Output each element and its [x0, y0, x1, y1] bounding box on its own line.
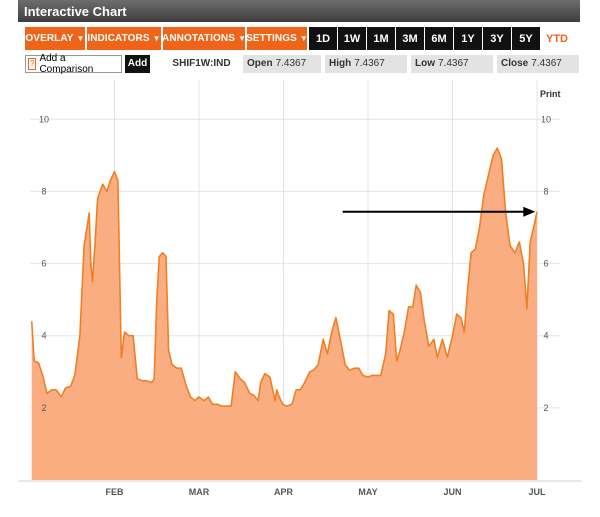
caret-down-icon: ▼ — [152, 34, 161, 43]
y-tick-label-left: 8 — [41, 186, 46, 196]
high-value: 7.4367 — [354, 58, 385, 69]
window-title: Interactive Chart — [18, 0, 580, 22]
y-tick-label-right: 6 — [543, 259, 548, 269]
help-icon[interactable]: ? — [28, 57, 37, 70]
add-comparison-label: Add a Comparison — [39, 52, 94, 75]
caret-down-icon: ▼ — [299, 34, 308, 43]
price-area — [31, 148, 537, 480]
quote-infobar: ? Add a Comparison Add SHIF1W:IND Open 7… — [25, 52, 580, 75]
caret-down-icon: ▼ — [76, 34, 85, 43]
open-label: Open — [247, 58, 273, 69]
annotations-menu-label: ANNOTATIONS — [162, 33, 235, 44]
indicators-menu-button[interactable]: INDICATORS ▼ — [87, 27, 161, 50]
x-tick-label: JUN — [443, 487, 461, 497]
range-1d-button[interactable]: 1D — [309, 27, 337, 50]
range-3y-button[interactable]: 3Y — [483, 27, 511, 50]
low-value: 7.4367 — [438, 58, 469, 69]
close-label: Close — [501, 58, 529, 69]
range-3m-button[interactable]: 3M — [396, 27, 424, 50]
low-stat: Low 7.4367 — [411, 54, 493, 73]
overlay-menu-button[interactable]: OVERLAY ▼ — [25, 27, 85, 50]
y-tick-label-right: 2 — [543, 403, 548, 413]
y-tick-label-left: 2 — [41, 403, 46, 413]
low-label: Low — [415, 58, 435, 69]
x-tick-label: MAY — [358, 487, 377, 497]
settings-menu-button[interactable]: SETTINGS ▼ — [246, 27, 308, 50]
range-5y-button[interactable]: 5Y — [512, 27, 540, 50]
range-1w-button[interactable]: 1W — [338, 27, 366, 50]
print-link[interactable]: Print — [540, 89, 561, 99]
open-stat: Open 7.4367 — [243, 54, 321, 73]
indicators-menu-label: INDICATORS — [87, 33, 150, 44]
close-value: 7.4367 — [531, 58, 562, 69]
overlay-menu-label: OVERLAY — [25, 33, 74, 44]
ticker-symbol: SHIF1W:IND — [172, 58, 231, 69]
y-tick-label-left: 6 — [41, 259, 46, 269]
price-line — [30, 147, 538, 407]
caret-down-icon: ▼ — [237, 34, 246, 43]
annotations-menu-button[interactable]: ANNOTATIONS ▼ — [162, 27, 246, 50]
y-tick-label-right: 8 — [543, 186, 548, 196]
price-chart[interactable]: 2 2 4 4 6 6 8 8 10 10 FEB MAR APR MAY JUN JUL — [0, 76, 600, 517]
y-tick-label-left: 10 — [39, 114, 49, 124]
range-1y-button[interactable]: 1Y — [454, 27, 482, 50]
x-tick-label: FEB — [106, 487, 125, 497]
add-comparison-button[interactable]: Add — [125, 54, 150, 73]
x-tick-label: JUL — [528, 487, 546, 497]
open-value: 7.4367 — [275, 58, 307, 69]
high-label: High — [329, 58, 352, 69]
close-stat: Close 7.4367 — [497, 54, 579, 73]
annotation-arrowhead — [523, 206, 536, 217]
range-1m-button[interactable]: 1M — [367, 27, 395, 50]
x-tick-label: MAR — [189, 487, 210, 497]
range-6m-button[interactable]: 6M — [425, 27, 453, 50]
y-tick-label-right: 4 — [543, 331, 548, 341]
y-tick-label-left: 4 — [41, 331, 46, 341]
chart-toolbar: OVERLAY ▼ INDICATORS ▼ ANNOTATIONS ▼ SET… — [25, 27, 580, 50]
y-tick-label-right: 10 — [541, 114, 551, 124]
x-tick-label: APR — [274, 487, 294, 497]
add-comparison-field[interactable]: ? Add a Comparison — [25, 52, 122, 75]
high-stat: High 7.4367 — [325, 54, 407, 73]
range-ytd-button[interactable]: YTD — [541, 27, 573, 50]
settings-menu-label: SETTINGS — [246, 33, 297, 44]
